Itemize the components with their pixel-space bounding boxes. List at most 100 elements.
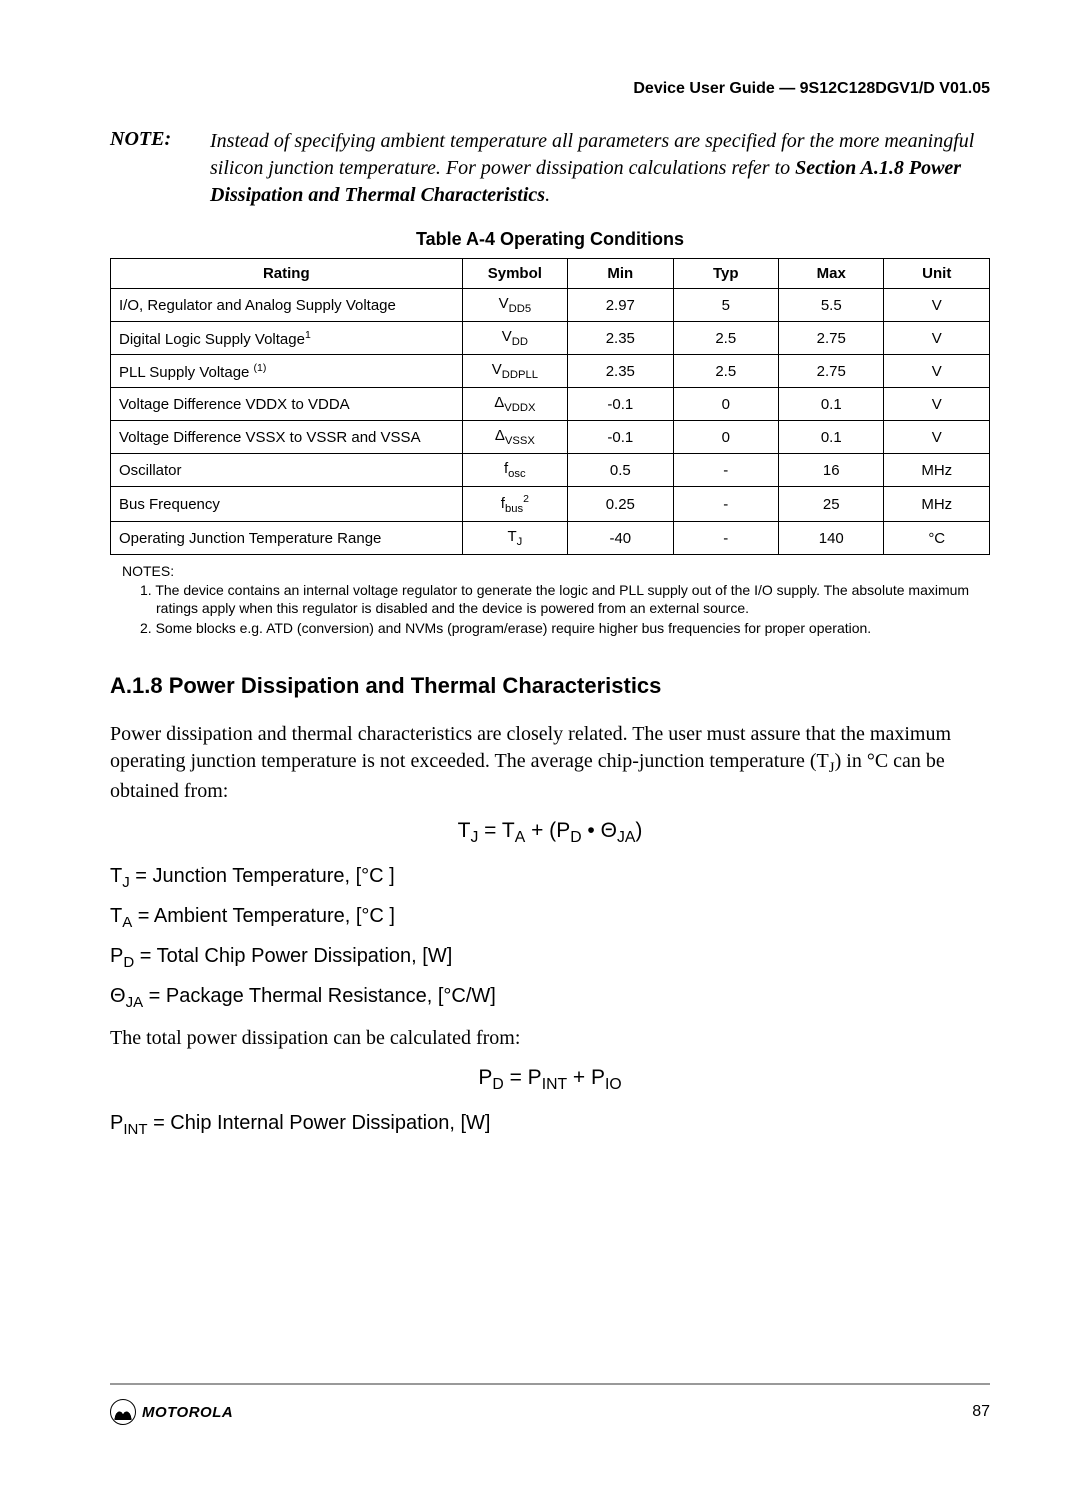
cell-max: 16 xyxy=(779,454,884,487)
cell-unit: V xyxy=(884,322,990,355)
cell-symbol: ΔVDDX xyxy=(462,388,567,421)
page-number: 87 xyxy=(972,1403,990,1421)
cell-max: 140 xyxy=(779,522,884,555)
eq2-eq: = xyxy=(504,1066,528,1089)
cell-typ: - xyxy=(673,487,778,522)
eq2-t1-sub: INT xyxy=(542,1076,567,1093)
equation-1: TJ = TA + (PD • ΘJA) xyxy=(110,819,990,847)
table-row: Operating Junction Temperature RangeTJ-4… xyxy=(111,522,990,555)
cell-typ: 2.5 xyxy=(673,322,778,355)
th-unit: Unit xyxy=(884,259,990,289)
eq1-close: ) xyxy=(635,819,642,842)
cell-min: 2.97 xyxy=(568,289,673,322)
cell-unit: V xyxy=(884,421,990,454)
cell-rating: Digital Logic Supply Voltage1 xyxy=(111,322,463,355)
eq2-plus: + xyxy=(567,1066,591,1089)
th-min: Min xyxy=(568,259,673,289)
cell-unit: MHz xyxy=(884,454,990,487)
cell-symbol: fbus2 xyxy=(462,487,567,522)
para1-pre: Power dissipation and thermal characteri… xyxy=(110,723,951,772)
cell-symbol: VDD5 xyxy=(462,289,567,322)
cell-symbol: ΔVSSX xyxy=(462,421,567,454)
eq2-t2-base: P xyxy=(591,1066,605,1089)
page-footer: MOTOROLA 87 xyxy=(110,1323,990,1425)
table-row: Voltage Difference VSSX to VSSR and VSSA… xyxy=(111,421,990,454)
cell-typ: 0 xyxy=(673,421,778,454)
note-label: NOTE: xyxy=(110,128,210,209)
eq2-t2-sub: IO xyxy=(605,1076,622,1093)
eq2-t1-base: P xyxy=(528,1066,542,1089)
eq1-t1-sub: A xyxy=(515,829,526,846)
operating-conditions-table: Rating Symbol Min Typ Max Unit I/O, Regu… xyxy=(110,258,990,555)
table-notes-label: NOTES: xyxy=(122,563,990,579)
cell-rating: PLL Supply Voltage (1) xyxy=(111,355,463,388)
eq1-eq: = xyxy=(478,819,502,842)
para-1: Power dissipation and thermal characteri… xyxy=(110,721,990,805)
cell-min: 0.5 xyxy=(568,454,673,487)
eq1-t2-base: P xyxy=(556,819,570,842)
cell-min: 0.25 xyxy=(568,487,673,522)
eq1-lhs-base: T xyxy=(458,819,471,842)
doc-header: Device User Guide — 9S12C128DGV1/D V01.0… xyxy=(110,80,990,98)
eq1-t3-sub: JA xyxy=(617,829,635,846)
definition-line: PD = Total Chip Power Dissipation, [W] xyxy=(110,945,990,971)
note-text: Instead of specifying ambient temperatur… xyxy=(210,128,990,209)
cell-symbol: fosc xyxy=(462,454,567,487)
table-header-row: Rating Symbol Min Typ Max Unit xyxy=(111,259,990,289)
cell-unit: V xyxy=(884,355,990,388)
th-symbol: Symbol xyxy=(462,259,567,289)
cell-typ: 0 xyxy=(673,388,778,421)
note-block: NOTE: Instead of specifying ambient temp… xyxy=(110,128,990,209)
cell-min: 2.35 xyxy=(568,355,673,388)
cell-max: 0.1 xyxy=(779,421,884,454)
definition-line: PINT = Chip Internal Power Dissipation, … xyxy=(110,1112,990,1138)
eq1-plus: + ( xyxy=(525,819,556,842)
para-2: The total power dissipation can be calcu… xyxy=(110,1025,990,1052)
definition-line: ΘJA = Package Thermal Resistance, [°C/W] xyxy=(110,985,990,1011)
definition-line: TJ = Junction Temperature, [°C ] xyxy=(110,865,990,891)
table-row: Bus Frequencyfbus20.25-25MHz xyxy=(111,487,990,522)
section-heading: A.1.8 Power Dissipation and Thermal Char… xyxy=(110,673,990,699)
eq2-lhs-base: P xyxy=(478,1066,492,1089)
cell-rating: Oscillator xyxy=(111,454,463,487)
eq1-dot: • xyxy=(582,819,601,842)
table-footnote: 1. The device contains an internal volta… xyxy=(140,581,990,617)
cell-max: 0.1 xyxy=(779,388,884,421)
cell-unit: V xyxy=(884,388,990,421)
cell-symbol: VDD xyxy=(462,322,567,355)
eq2-lhs-sub: D xyxy=(492,1076,503,1093)
note-text-post: . xyxy=(545,184,550,206)
cell-rating: Voltage Difference VSSX to VSSR and VSSA xyxy=(111,421,463,454)
table-row: I/O, Regulator and Analog Supply Voltage… xyxy=(111,289,990,322)
cell-rating: I/O, Regulator and Analog Supply Voltage xyxy=(111,289,463,322)
table-row: Voltage Difference VDDX to VDDAΔVDDX-0.1… xyxy=(111,388,990,421)
cell-rating: Operating Junction Temperature Range xyxy=(111,522,463,555)
th-rating: Rating xyxy=(111,259,463,289)
eq1-t1-base: T xyxy=(502,819,515,842)
cell-min: -0.1 xyxy=(568,421,673,454)
motorola-logo-text: MOTOROLA xyxy=(142,1404,233,1421)
cell-max: 25 xyxy=(779,487,884,522)
cell-unit: V xyxy=(884,289,990,322)
cell-typ: 5 xyxy=(673,289,778,322)
cell-max: 5.5 xyxy=(779,289,884,322)
cell-typ: 2.5 xyxy=(673,355,778,388)
th-typ: Typ xyxy=(673,259,778,289)
th-max: Max xyxy=(779,259,884,289)
cell-symbol: VDDPLL xyxy=(462,355,567,388)
motorola-logo: MOTOROLA xyxy=(110,1399,233,1425)
definition-line: TA = Ambient Temperature, [°C ] xyxy=(110,905,990,931)
cell-min: -0.1 xyxy=(568,388,673,421)
motorola-logo-icon xyxy=(110,1399,136,1425)
cell-max: 2.75 xyxy=(779,322,884,355)
cell-unit: °C xyxy=(884,522,990,555)
cell-rating: Bus Frequency xyxy=(111,487,463,522)
table-row: Oscillatorfosc0.5-16MHz xyxy=(111,454,990,487)
cell-min: -40 xyxy=(568,522,673,555)
cell-typ: - xyxy=(673,454,778,487)
cell-min: 2.35 xyxy=(568,322,673,355)
eq1-t3-base: Θ xyxy=(601,819,617,842)
cell-unit: MHz xyxy=(884,487,990,522)
table-footnote: 2. Some blocks e.g. ATD (conversion) and… xyxy=(140,619,990,637)
table-row: Digital Logic Supply Voltage1VDD2.352.52… xyxy=(111,322,990,355)
